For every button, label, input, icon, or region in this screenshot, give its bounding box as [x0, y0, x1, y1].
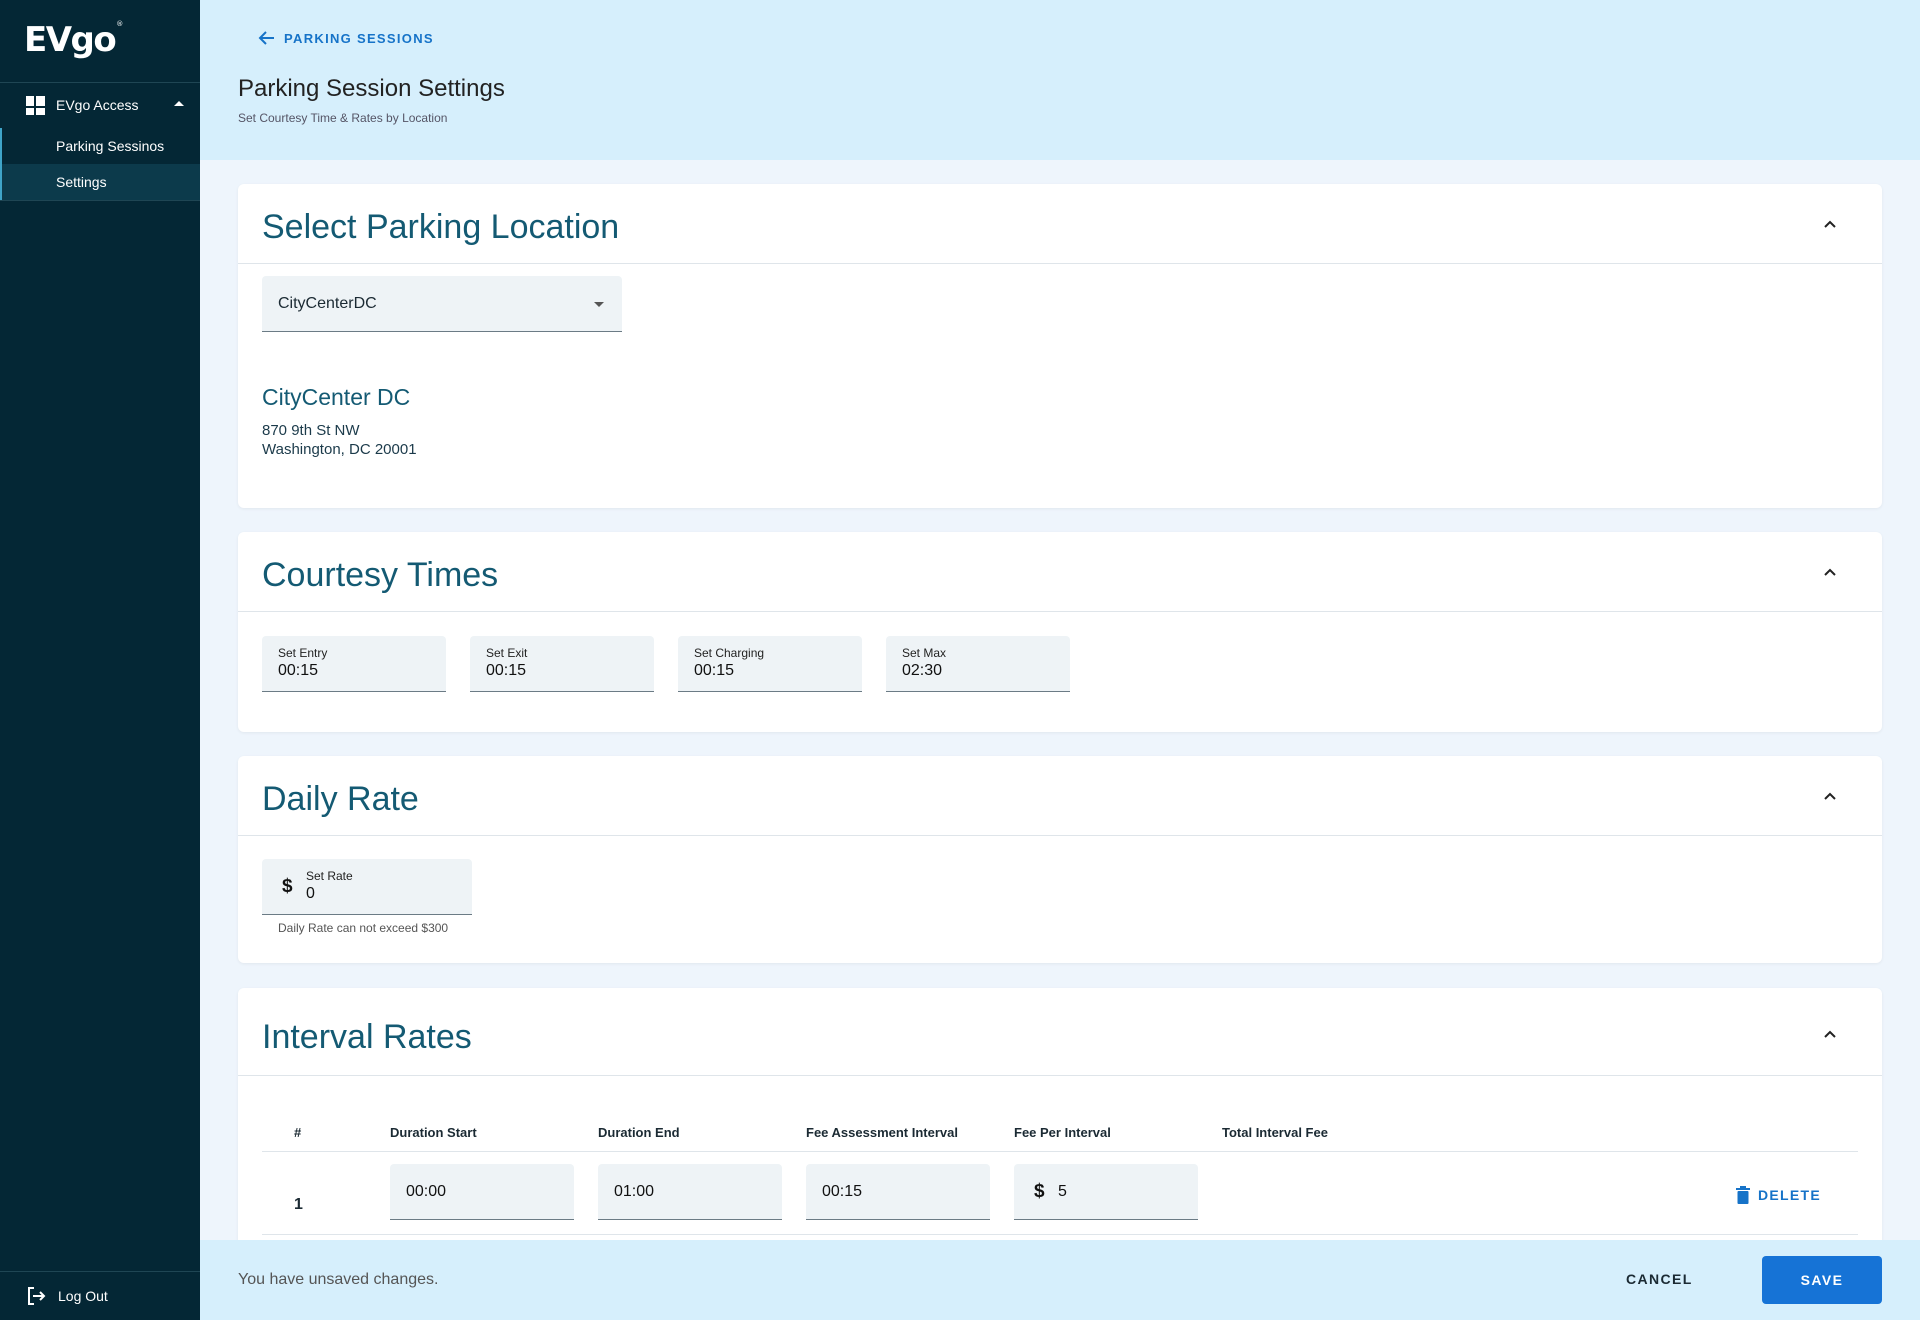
sidebar-item-parking-sessions[interactable]: Parking Sessinos: [0, 128, 200, 164]
daily-rate-field[interactable]: $ Set Rate 0: [262, 859, 472, 915]
dropdown-arrow-icon: [594, 302, 604, 307]
chevron-up-icon[interactable]: [1822, 788, 1838, 804]
caret-up-icon: [174, 101, 184, 106]
exit-time-field[interactable]: Set Exit 00:15: [470, 636, 654, 692]
logout-icon: [28, 1287, 46, 1305]
sidebar-item-settings[interactable]: Settings: [0, 164, 200, 200]
sidebar-divider: [0, 200, 200, 201]
max-time-field[interactable]: Set Max 02:30: [886, 636, 1070, 692]
card-title: Interval Rates: [262, 1018, 472, 1056]
charging-time-field[interactable]: Set Charging 00:15: [678, 636, 862, 692]
field-label: Set Exit: [486, 646, 528, 660]
address-line-1: 870 9th St NW: [262, 422, 360, 439]
column-header-duration-start: Duration Start: [390, 1125, 477, 1140]
card-title: Courtesy Times: [262, 556, 499, 594]
field-value: 00:15: [486, 662, 527, 679]
field-value: 00:15: [822, 1183, 863, 1200]
card-header: Courtesy Times: [238, 532, 1882, 612]
field-value: 0: [306, 885, 315, 902]
logout-label: Log Out: [58, 1288, 108, 1304]
back-link-label: PARKING SESSIONS: [284, 30, 434, 46]
page-subtitle: Set Courtesy Time & Rates by Location: [238, 111, 448, 125]
chevron-up-icon[interactable]: [1822, 1026, 1838, 1042]
location-card: Select Parking Location CityCenterDC Cit…: [238, 184, 1882, 508]
location-select[interactable]: CityCenterDC: [262, 276, 622, 332]
field-value: 00:15: [278, 662, 319, 679]
location-name: CityCenter DC: [262, 384, 411, 410]
field-value: 01:00: [614, 1183, 655, 1200]
dashboard-icon: [26, 95, 45, 115]
back-link[interactable]: PARKING SESSIONS: [258, 30, 434, 46]
field-value: 02:30: [902, 662, 943, 679]
daily-rate-hint: Daily Rate can not exceed $300: [278, 921, 449, 935]
fee-per-interval-field[interactable]: $ 5: [1014, 1164, 1198, 1220]
interval-rates-card: Interval Rates # Duration Start Duration…: [238, 988, 1882, 1268]
evgo-logo[interactable]: EVgo®: [24, 20, 123, 60]
field-value: 00:00: [406, 1183, 447, 1200]
sidebar-group-label: EVgo Access: [56, 97, 139, 113]
chevron-up-icon[interactable]: [1822, 564, 1838, 580]
field-label: Set Entry: [278, 646, 328, 660]
card-header: Daily Rate: [238, 756, 1882, 836]
column-header-duration-end: Duration End: [598, 1125, 680, 1140]
column-header-fee-per-interval: Fee Per Interval: [1014, 1125, 1111, 1140]
location-select-value: CityCenterDC: [278, 295, 377, 312]
sidebar-group-evgo-access[interactable]: EVgo Access: [0, 84, 200, 126]
sidebar-divider: [0, 1271, 200, 1272]
column-header-total-fee: Total Interval Fee: [1222, 1125, 1328, 1140]
page-title: Parking Session Settings: [238, 75, 505, 102]
row-number: 1: [294, 1196, 303, 1213]
field-label: Set Charging: [694, 646, 765, 660]
field-label: Set Max: [902, 646, 947, 660]
field-value: 00:15: [694, 662, 735, 679]
sidebar-item-label: Parking Sessinos: [56, 138, 165, 154]
fee-interval-field[interactable]: 00:15: [806, 1164, 990, 1220]
trash-icon: [1736, 1186, 1750, 1204]
card-title: Select Parking Location: [262, 208, 620, 246]
card-header: Interval Rates: [238, 988, 1882, 1076]
dollar-icon: $: [1034, 1181, 1045, 1202]
sidebar-item-label: Settings: [56, 174, 107, 190]
sidebar: EVgo® EVgo Access Parking Sessinos Setti…: [0, 0, 200, 1320]
column-header-fee-interval: Fee Assessment Interval: [806, 1125, 958, 1140]
page-header: PARKING SESSIONS Parking Session Setting…: [200, 0, 1920, 160]
active-indicator: [0, 128, 2, 200]
row-divider: [262, 1234, 1858, 1235]
daily-rate-card: Daily Rate $ Set Rate 0 Daily Rate can n…: [238, 756, 1882, 963]
duration-start-field[interactable]: 00:00: [390, 1164, 574, 1220]
unsaved-message: You have unsaved changes.: [238, 1271, 439, 1288]
logout-button[interactable]: Log Out: [0, 1272, 200, 1320]
entry-time-field[interactable]: Set Entry 00:15: [262, 636, 446, 692]
row-divider: [262, 1151, 1858, 1152]
column-header-number: #: [294, 1125, 302, 1140]
sidebar-divider: [0, 82, 200, 83]
delete-row-button[interactable]: DELETE: [1736, 1186, 1821, 1204]
save-button[interactable]: SAVE: [1762, 1256, 1882, 1304]
dollar-icon: $: [282, 876, 293, 897]
arrow-left-icon: [258, 31, 274, 45]
delete-label: DELETE: [1758, 1187, 1822, 1203]
card-header: Select Parking Location: [238, 184, 1882, 264]
address-line-2: Washington, DC 20001: [262, 441, 417, 458]
field-value: 5: [1058, 1183, 1067, 1200]
cancel-button[interactable]: CANCEL: [1626, 1271, 1693, 1287]
unsaved-changes-bar: You have unsaved changes. CANCEL SAVE: [200, 1240, 1920, 1320]
duration-end-field[interactable]: 01:00: [598, 1164, 782, 1220]
card-title: Daily Rate: [262, 780, 419, 818]
field-label: Set Rate: [306, 869, 353, 883]
courtesy-times-card: Courtesy Times Set Entry 00:15 Set Exit …: [238, 532, 1882, 732]
chevron-up-icon[interactable]: [1822, 216, 1838, 232]
